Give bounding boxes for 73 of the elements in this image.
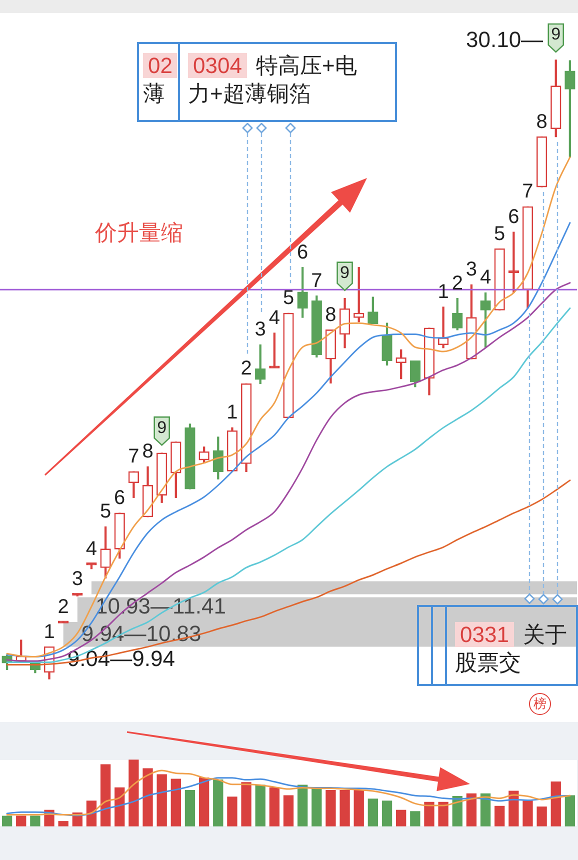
annotation: 0304 特高压+电力+超薄铜箔 bbox=[188, 53, 357, 106]
bar bbox=[213, 779, 224, 826]
text: 4 bbox=[86, 538, 98, 560]
text: 7 bbox=[522, 180, 534, 203]
bar bbox=[58, 821, 68, 826]
bar bbox=[508, 790, 519, 826]
bar bbox=[494, 806, 505, 826]
bar bbox=[2, 816, 12, 826]
text: 7 bbox=[128, 446, 140, 468]
callout-box: 02 薄 bbox=[137, 42, 180, 122]
bar bbox=[564, 795, 576, 826]
text: 3 bbox=[254, 318, 266, 341]
band-label: 9.04—9.94 bbox=[67, 646, 175, 671]
bar bbox=[550, 781, 561, 826]
bar bbox=[156, 774, 167, 826]
text: 9 bbox=[551, 24, 561, 44]
bar bbox=[114, 787, 125, 826]
bar bbox=[16, 816, 26, 826]
annotation: 02 薄 bbox=[143, 53, 174, 106]
text: 7 bbox=[311, 270, 322, 292]
annotation: 价升量缩 bbox=[95, 220, 183, 246]
bar bbox=[170, 778, 181, 826]
text: 8 bbox=[142, 440, 154, 463]
bar bbox=[466, 793, 477, 826]
text: 4 bbox=[268, 306, 280, 329]
bar bbox=[142, 768, 153, 826]
bar bbox=[396, 810, 406, 826]
bar bbox=[283, 795, 294, 826]
bar bbox=[368, 798, 378, 826]
text: 8 bbox=[536, 110, 548, 133]
text: 2 bbox=[58, 596, 69, 618]
bar bbox=[382, 800, 392, 826]
bar bbox=[269, 787, 280, 826]
text: 3 bbox=[72, 568, 83, 590]
bar bbox=[522, 800, 533, 826]
text: 5 bbox=[494, 222, 506, 245]
bar bbox=[410, 811, 420, 826]
bar bbox=[241, 782, 252, 826]
text: 6 bbox=[508, 206, 520, 228]
annotation: 0331 关于股票交 bbox=[455, 622, 567, 675]
text: 30.10— bbox=[466, 27, 544, 53]
text: 5 bbox=[282, 287, 294, 310]
bar bbox=[30, 816, 40, 826]
bar bbox=[100, 764, 111, 826]
bar bbox=[297, 784, 308, 826]
callout-box: 0304 特高压+电力+超薄铜箔 bbox=[178, 42, 397, 122]
text: 3 bbox=[466, 258, 478, 281]
text: 2 bbox=[240, 358, 252, 380]
text: 4 bbox=[480, 266, 492, 289]
bar bbox=[438, 802, 448, 826]
bar bbox=[536, 806, 547, 826]
text: 8 bbox=[325, 304, 336, 326]
bar bbox=[312, 788, 322, 826]
text: 9 bbox=[157, 418, 167, 437]
bar bbox=[354, 790, 364, 826]
text: 6 bbox=[297, 241, 308, 264]
text: 6 bbox=[114, 487, 126, 510]
text: 5 bbox=[100, 500, 112, 523]
bar bbox=[184, 790, 196, 826]
candlestick bbox=[438, 306, 449, 348]
bar bbox=[424, 802, 434, 826]
badge-icon: 榜 bbox=[529, 693, 551, 715]
bar bbox=[86, 800, 97, 826]
bar bbox=[198, 777, 210, 826]
bar bbox=[255, 784, 266, 826]
bar bbox=[227, 796, 238, 826]
bar bbox=[128, 760, 139, 826]
bar bbox=[340, 790, 350, 826]
text: 1 bbox=[226, 402, 238, 424]
text: 2 bbox=[452, 272, 463, 294]
text: 9 bbox=[340, 263, 350, 282]
bar bbox=[326, 790, 336, 826]
text: 1 bbox=[44, 620, 55, 643]
